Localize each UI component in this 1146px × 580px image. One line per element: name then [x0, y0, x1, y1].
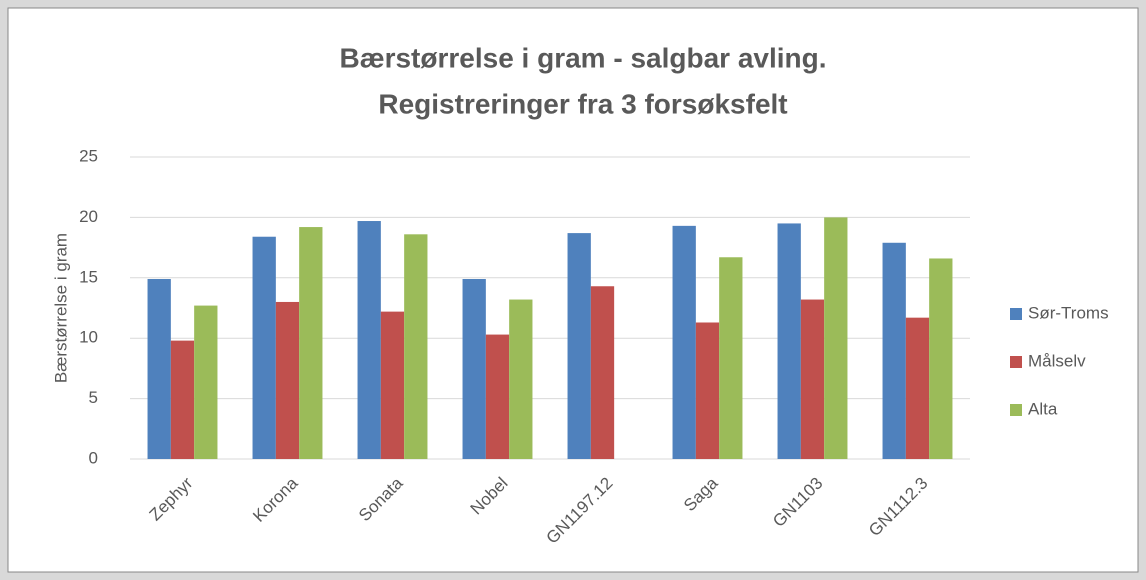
- bar: [672, 225, 696, 459]
- y-tick-label: 15: [79, 267, 98, 286]
- legend-swatch: [1010, 356, 1022, 368]
- bar: [275, 301, 300, 459]
- bar: [299, 227, 323, 459]
- bar: [905, 317, 930, 459]
- bar: [800, 299, 825, 459]
- y-axis-label: Bærstørrelse i gram: [51, 233, 70, 383]
- bar: [194, 305, 218, 459]
- chart-title: Bærstørrelse i gram - salgbar avling.: [339, 42, 826, 73]
- y-tick-label: 5: [89, 388, 98, 407]
- y-tick-label: 10: [79, 328, 98, 347]
- bar: [380, 311, 405, 459]
- bar: [695, 322, 720, 459]
- legend-swatch: [1010, 404, 1022, 416]
- y-tick-label: 0: [89, 448, 98, 467]
- bar: [590, 286, 615, 459]
- legend-label: Alta: [1028, 399, 1058, 418]
- bar: [509, 299, 533, 459]
- bar: [485, 334, 510, 459]
- bar: [777, 223, 801, 459]
- bar: [567, 233, 591, 459]
- y-tick-label: 20: [79, 207, 98, 226]
- bar: [147, 279, 171, 459]
- y-tick-label: 25: [79, 146, 98, 165]
- legend-label: Sør-Troms: [1028, 303, 1109, 322]
- bar: [252, 236, 276, 459]
- chart-title: Registreringer fra 3 forsøksfelt: [378, 88, 787, 119]
- bar: [357, 221, 381, 459]
- bar: [824, 217, 848, 459]
- legend-swatch: [1010, 308, 1022, 320]
- bar: [462, 279, 486, 459]
- bar: [929, 258, 953, 459]
- bar: [719, 257, 743, 459]
- bar: [882, 242, 906, 459]
- legend-label: Målselv: [1028, 351, 1086, 370]
- bar: [170, 340, 195, 459]
- bar: [404, 234, 428, 459]
